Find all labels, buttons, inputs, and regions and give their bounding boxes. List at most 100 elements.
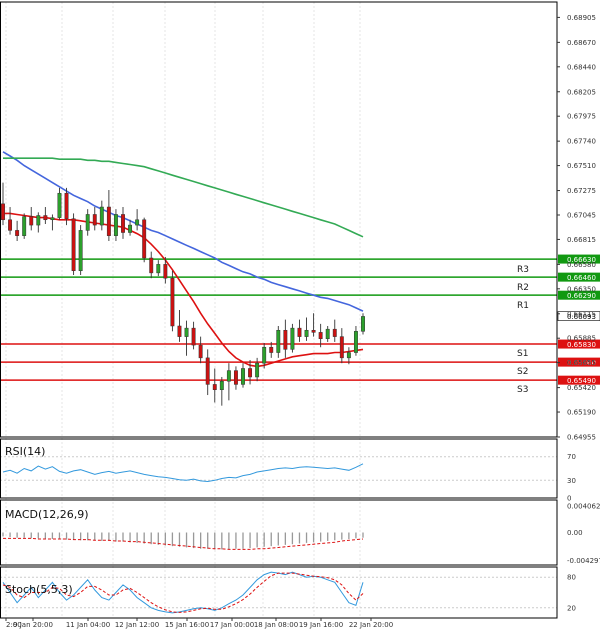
candle-bear [339,336,344,359]
time-label: 19 Jan 16:00 [299,621,343,629]
candle-bear [233,370,238,385]
pivot-price-label: 0.66460 [567,274,596,282]
pivot-levels: R3 0.66630 R2 0.66460 R1 0.66290 S1 0.65830 S2 0.… [0,254,600,395]
candle-bear [269,346,274,353]
candle-bear [149,257,154,274]
candle-bull [135,219,140,226]
price-tick-label: 0.66815 [567,236,596,244]
pivot-price-label: 0.65830 [567,341,596,349]
ma-line-0 [3,212,364,368]
current-price-box [557,311,600,321]
candle-bear [142,219,147,259]
price-tick-label: 0.67045 [567,211,596,219]
price-tick-label: 0.68905 [567,14,596,22]
time-label: 2:00 [6,621,22,629]
price-tick-label: 0.68205 [567,88,596,96]
price-tick-label: 0.67275 [567,187,596,195]
time-label: 12 Jan 12:00 [115,621,159,629]
candle-bear [212,384,217,390]
pivot-price-box [558,272,600,282]
candle-bull [304,329,309,337]
panel-frame-rsi [0,438,558,499]
candle-bull [85,214,90,231]
price-tick-label: 0.68440 [567,63,596,71]
candle-bull [99,206,104,226]
candle-bear [1,203,5,221]
pivot-price-box [558,375,600,385]
candle-bull [113,214,118,236]
ma-line-2 [3,157,364,238]
price-tick-label: 0.67740 [567,138,596,146]
time-label: 9 Jan 20:00 [13,621,53,629]
candle-bull [353,331,358,353]
pivot-price-label: 0.65490 [567,377,596,385]
pivot-price-box [558,339,600,349]
candle-bear [297,327,302,337]
pivot-price-box [558,254,600,264]
macd-tick-label: -0.004297 [567,557,600,565]
macd-tick-label: 0.004062 [567,503,600,511]
pivot-price-label: 0.66630 [567,256,596,264]
candle-bull [226,370,231,382]
stoch-title: Stoch(5,5,3) [5,583,73,596]
candle-bull [219,380,224,390]
price-tick-label: 0.65655 [567,359,596,367]
stoch-signal-line [2,572,364,613]
rsi-tick-label: 30 [567,477,576,485]
time-label: 15 Jan 16:00 [165,621,209,629]
candles [1,182,365,406]
time-label: 22 Jan 20:00 [349,621,393,629]
candle-bull [36,215,41,226]
time-axis: 2:009 Jan 20:00 11 Jan 04:00 12 Jan 12:00 1… [5,618,393,629]
macd-panel: MACD(12,26,9) 0.004062 0.00 -0.004297 [2,503,600,565]
pivot-price-label: 0.65660 [567,359,596,367]
candle-bull [184,327,189,337]
pivot-label-r1: R1 [517,301,529,311]
candle-bear [29,216,34,226]
stoch-tick-label: 20 [567,604,576,612]
candle-bull [50,217,55,221]
price-tick-label: 0.67510 [567,162,596,170]
candle-bear [318,332,323,339]
price-tick-label: 0.68670 [567,39,596,47]
pivot-label-s2: S2 [517,367,528,377]
price-tick-label: 0.64955 [567,434,596,442]
panel-frame-macd [0,499,558,566]
time-label: 17 Jan 00:00 [210,621,254,629]
candle-bear [71,218,76,272]
candle-bull [241,368,245,385]
candle-bull [22,216,27,236]
ma-line-1 [2,151,364,312]
pivot-label-s1: S1 [517,349,528,359]
candle-bear [106,206,111,236]
candle-bear [248,368,253,378]
candle-bear [8,219,13,231]
candle-bull [128,224,133,233]
stoch-panel: Stoch(5,5,3) 80 20 [0,571,576,614]
rsi-title: RSI(14) [5,445,45,458]
rsi-tick-label: 70 [567,453,576,461]
candle-bull [78,230,83,272]
rsi-tick-label: 0 [567,495,571,503]
macd-tick-label: 0.00 [567,529,583,537]
price-tick-label: 0.66580 [567,261,596,269]
candle-bear [15,230,20,236]
pivot-label-r2: R2 [517,283,529,293]
current-price-label: 0.66093 [567,313,596,321]
candle-bear [121,214,125,233]
candle-bear [198,344,203,359]
grid [5,2,361,618]
candle-bull [346,352,351,359]
candle-bear [191,327,196,346]
candle-bear [43,215,48,221]
candle-bear [311,329,316,333]
candle-bear [177,325,182,337]
stoch-tick-label: 80 [567,574,576,582]
panel-frame-main [0,1,558,438]
candle-bull [325,328,330,339]
rsi-panel: RSI(14) 70 30 0 [0,445,576,503]
macd-title: MACD(12,26,9) [5,508,89,521]
panel-frame-stoch [0,566,558,619]
candle-bear [332,328,337,337]
